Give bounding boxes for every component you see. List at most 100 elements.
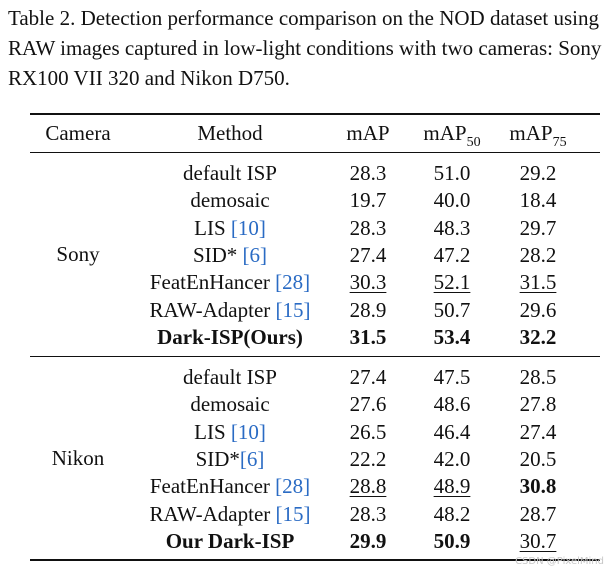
metric-map75: 28.7 [520, 501, 557, 528]
metric-map75: 30.7 [520, 528, 557, 555]
metric-value: 26.5 [349, 419, 387, 444]
metric-value: 48.2 [433, 501, 471, 526]
method-cell: RAW-Adapter [15] [149, 501, 310, 528]
metric-map: 31.5 [350, 324, 387, 351]
method-cell: default ISP [183, 160, 277, 187]
column-header-text: Camera [45, 121, 111, 145]
metric-value: 42.0 [433, 446, 471, 471]
method-name: RAW-Adapter [149, 297, 276, 322]
metric-value: 30.3 [349, 270, 387, 295]
metric-value: 48.9 [433, 474, 471, 499]
metric-map75: 27.8 [520, 391, 557, 418]
metric-map75: 20.5 [520, 446, 557, 473]
metric-value: 28.8 [349, 474, 387, 499]
metric-value: 27.8 [519, 392, 557, 417]
metric-map: 28.9 [350, 297, 387, 324]
citation-link[interactable]: [10] [230, 419, 266, 444]
metric-map50: 53.4 [434, 324, 471, 351]
method-cell: LIS [10] [194, 215, 266, 242]
metric-map50: 48.3 [434, 215, 471, 242]
method-name: LIS [194, 419, 231, 444]
citation-link[interactable]: [6] [242, 242, 268, 267]
metric-map50: 47.5 [434, 364, 471, 391]
metric-value: 52.1 [433, 270, 471, 295]
method-cell: SID*[6] [196, 446, 265, 473]
citation-link[interactable]: [10] [230, 215, 266, 240]
camera-label: Sony [56, 241, 100, 266]
metric-map75: 29.7 [520, 215, 557, 242]
metric-map50: 48.9 [434, 473, 471, 500]
metric-map: 29.9 [350, 528, 387, 555]
metric-map: 28.3 [350, 215, 387, 242]
metric-value: 18.4 [519, 188, 557, 213]
metric-value: 28.3 [349, 501, 387, 526]
metric-value: 29.2 [519, 161, 557, 185]
column-header-map75: mAP75 [509, 120, 566, 150]
method-cell: Dark-ISP(Ours) [157, 324, 303, 351]
citation-link[interactable]: [28] [275, 270, 311, 295]
metric-value: 31.5 [519, 270, 557, 295]
metric-value: 28.5 [519, 365, 557, 389]
metric-value: 29.9 [349, 528, 387, 553]
column-header-text: Method [197, 121, 263, 145]
metric-value: 30.7 [519, 528, 557, 553]
citation-link[interactable]: [6] [239, 446, 265, 471]
method-cell: demosaic [190, 391, 269, 418]
table-caption: Table 2. Detection performance compariso… [8, 6, 602, 90]
method-name: RAW-Adapter [149, 501, 276, 526]
metric-value: 29.7 [519, 215, 557, 240]
metric-value: 51.0 [433, 161, 471, 185]
metric-value: 48.6 [433, 392, 471, 417]
column-header-camera: Camera [45, 120, 110, 150]
metric-value: 29.6 [519, 297, 557, 322]
metric-value: 22.2 [349, 446, 387, 471]
metric-value: 28.9 [349, 297, 387, 322]
citation-link[interactable]: [28] [275, 474, 311, 499]
method-cell: LIS [10] [194, 419, 266, 446]
column-header-text: mAP [423, 121, 467, 145]
metric-value: 28.7 [519, 501, 557, 526]
metric-value: 50.7 [433, 297, 471, 322]
method-name: FeatEnHancer [149, 474, 276, 499]
method-name: SID* [195, 446, 240, 471]
metric-map75: 32.2 [520, 324, 557, 351]
metric-value: 47.5 [433, 365, 471, 389]
metric-map75: 28.5 [520, 364, 557, 391]
metric-map: 27.4 [350, 364, 387, 391]
metric-value: 50.9 [433, 528, 471, 553]
metric-map75: 29.6 [520, 297, 557, 324]
metric-value: 20.5 [519, 446, 557, 471]
metric-value: 27.4 [349, 242, 387, 267]
metric-map50: 50.9 [434, 528, 471, 555]
method-name: LIS [194, 215, 231, 240]
method-cell: RAW-Adapter [15] [149, 297, 310, 324]
metric-value: 19.7 [349, 188, 387, 213]
metric-map75: 27.4 [520, 419, 557, 446]
column-header-subscript: 50 [466, 135, 481, 150]
method-cell: FeatEnHancer [28] [150, 269, 310, 296]
metric-map: 22.2 [350, 446, 387, 473]
group-separator-rule [30, 356, 600, 357]
metric-map: 28.3 [350, 160, 387, 187]
metric-value: 31.5 [349, 324, 387, 349]
method-name: SID* [192, 242, 243, 267]
metric-map75: 18.4 [520, 187, 557, 214]
metric-map75: 28.2 [520, 242, 557, 269]
metric-map50: 46.4 [434, 419, 471, 446]
watermark: CSDN @PixelMind [515, 556, 604, 567]
metric-map: 30.3 [350, 269, 387, 296]
camera-label: Nikon [51, 445, 105, 470]
bottom-rule [30, 559, 600, 561]
method-cell: demosaic [190, 187, 269, 214]
citation-link[interactable]: [15] [275, 501, 311, 526]
metric-map50: 52.1 [434, 269, 471, 296]
metric-map50: 47.2 [434, 242, 471, 269]
metric-value: 47.2 [433, 242, 471, 267]
metric-map75: 29.2 [520, 160, 557, 187]
citation-link[interactable]: [15] [275, 297, 311, 322]
metric-value: 28.3 [349, 215, 387, 240]
metric-value: 40.0 [433, 188, 471, 213]
method-cell: FeatEnHancer [28] [150, 473, 310, 500]
method-name: default ISP [183, 161, 277, 185]
metric-map50: 48.2 [434, 501, 471, 528]
